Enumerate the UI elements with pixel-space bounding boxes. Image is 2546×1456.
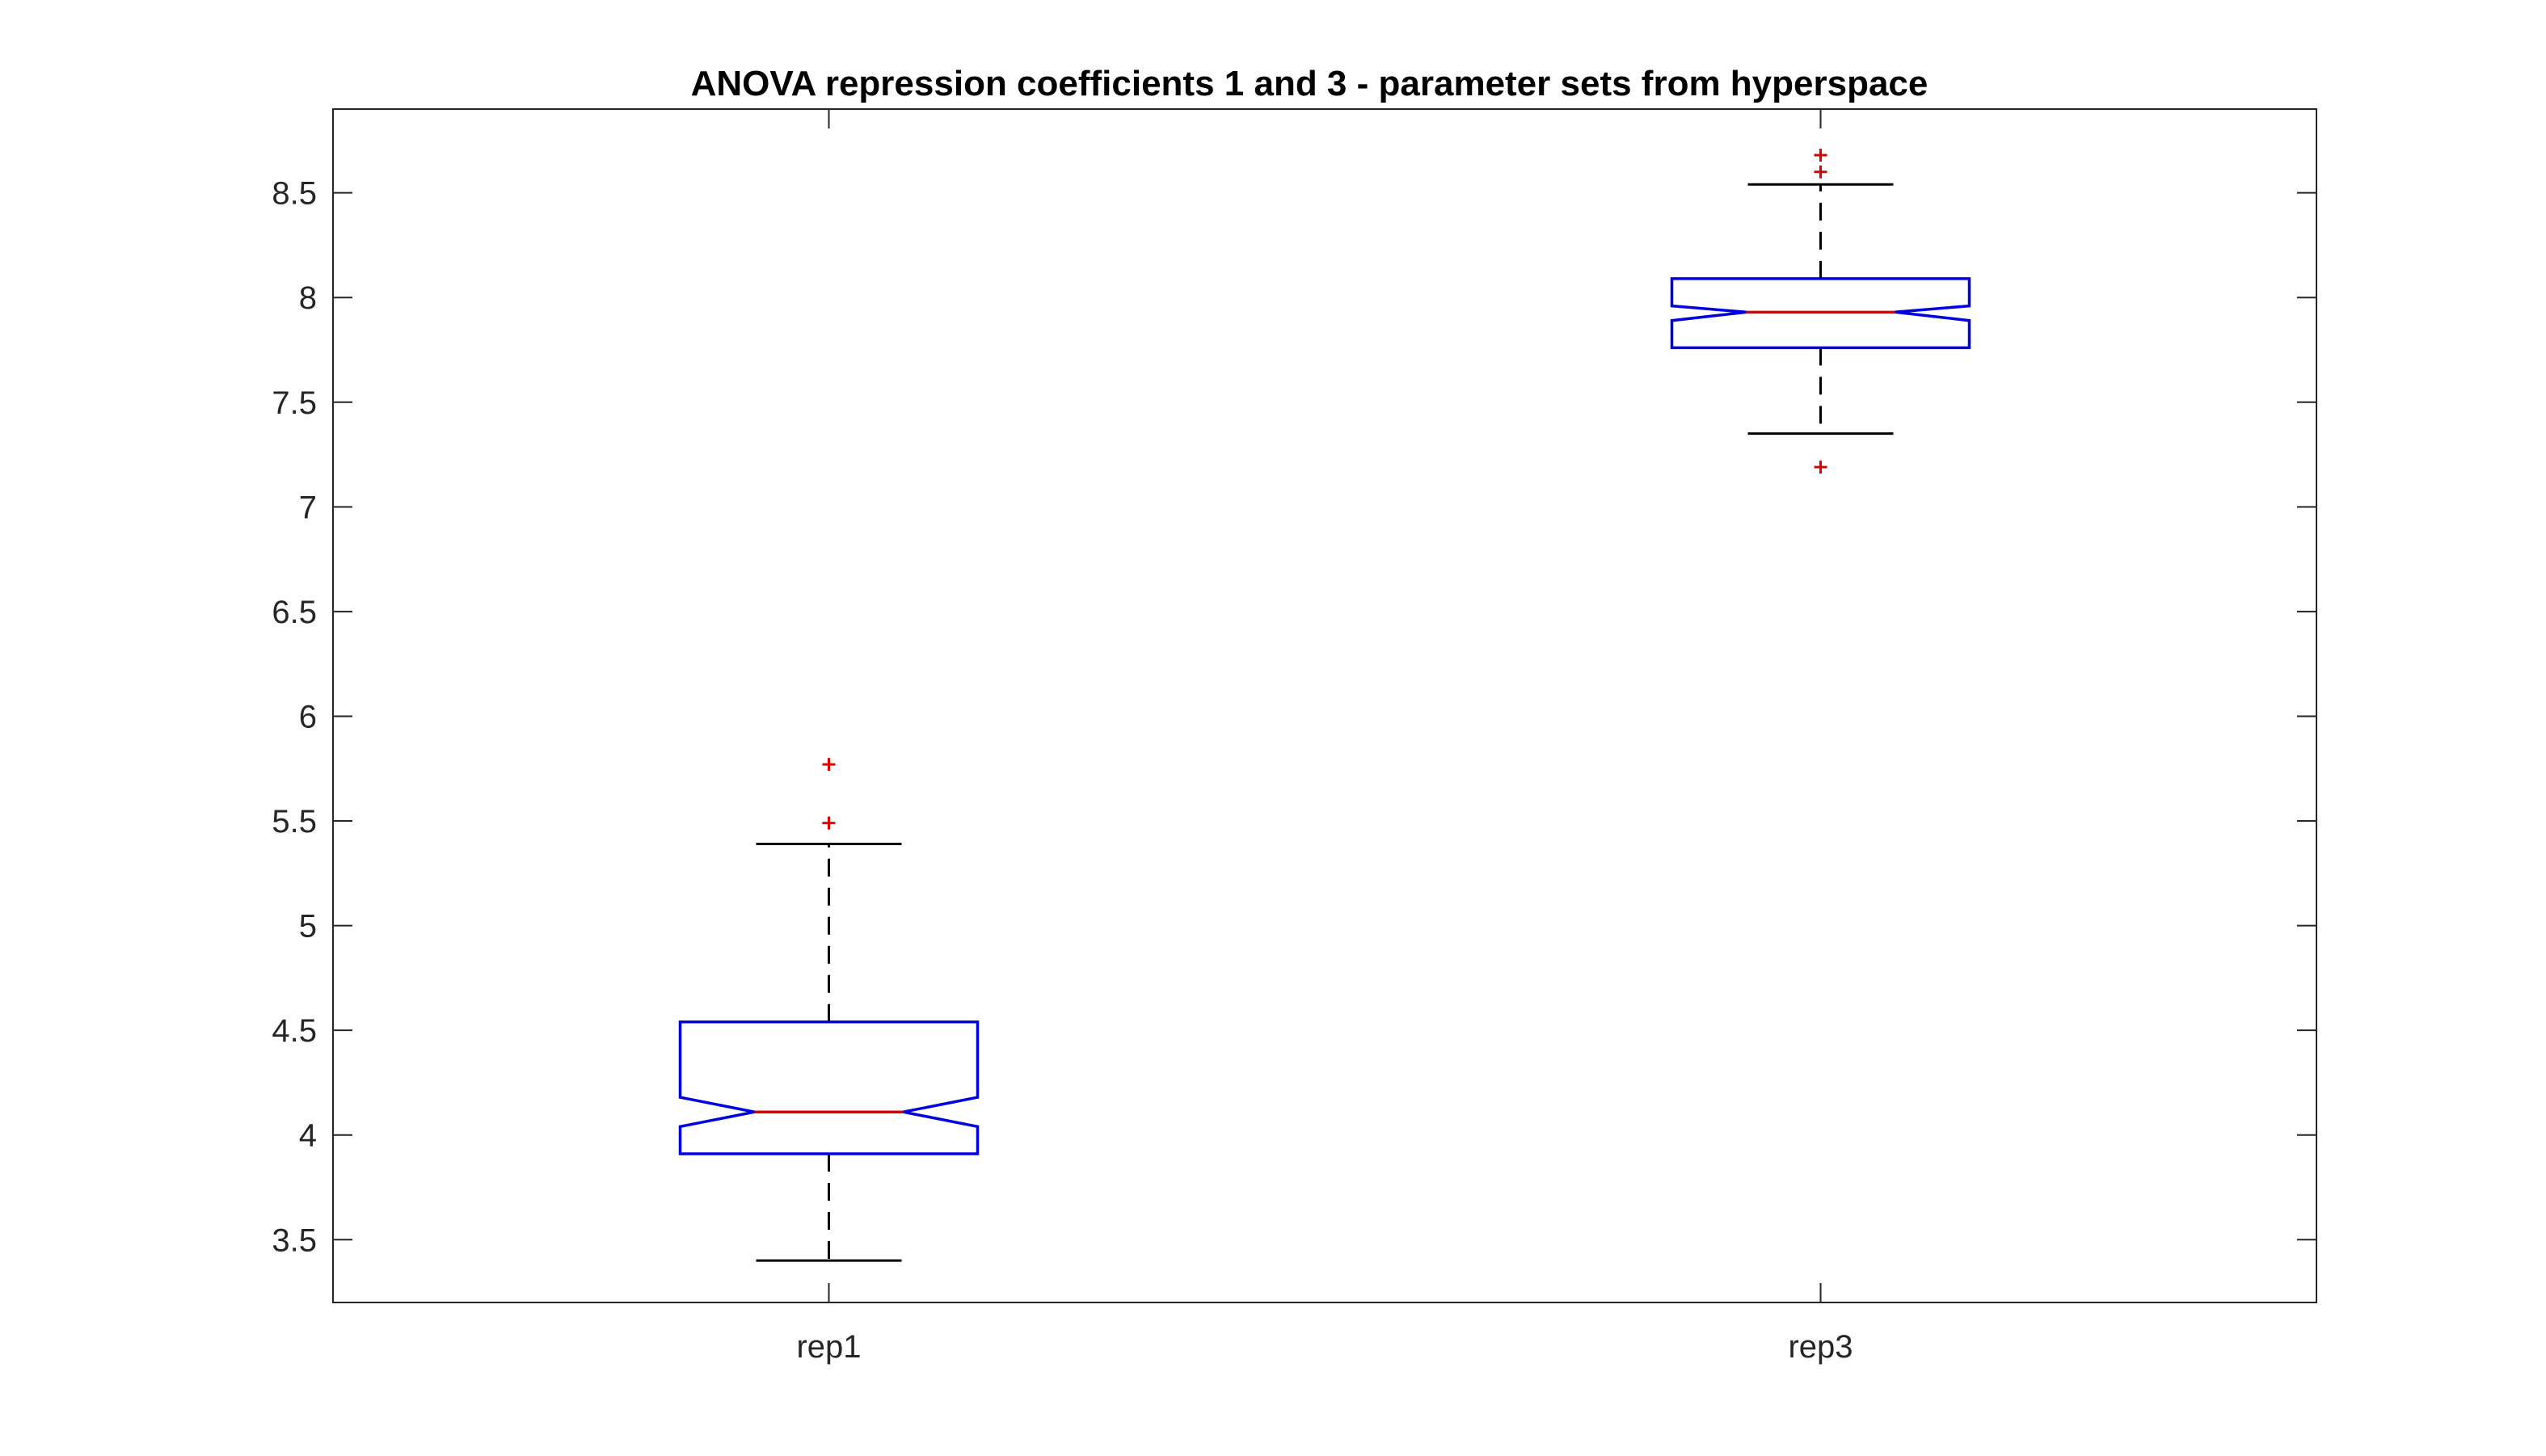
box-rep1	[678, 758, 980, 1262]
outlier-point	[1814, 461, 1827, 474]
outlier-point	[822, 816, 836, 830]
axes: 3.5 4 4.5 5 5.5 6 6.5 7 7.5 8 8.5 rep1 rep3	[272, 108, 2317, 1365]
y-tick-label: 7	[299, 490, 317, 525]
boxes	[678, 149, 1971, 1262]
outlier-point	[822, 758, 836, 772]
y-tick-label: 5	[299, 909, 317, 945]
y-tick-label: 8	[299, 280, 317, 316]
y-tick-label: 8.5	[272, 176, 317, 212]
x-tick-label-rep3: rep3	[1788, 1329, 1853, 1365]
y-tick-label: 5.5	[272, 804, 317, 840]
y-tick-label: 3.5	[272, 1222, 317, 1258]
y-tick-label: 4	[299, 1118, 317, 1154]
y-tick-label: 4.5	[272, 1013, 317, 1049]
y-tick-label: 6.5	[272, 595, 317, 630]
outlier-point	[1814, 149, 1827, 162]
notched-box	[678, 1020, 980, 1155]
chart-title: ANOVA repression coefficients 1 and 3 - …	[691, 64, 1928, 103]
outlier-point	[1814, 165, 1827, 179]
x-tick-label-rep1: rep1	[796, 1329, 861, 1365]
plot-area-frame	[332, 108, 2317, 1303]
y-tick-label: 7.5	[272, 385, 317, 421]
y-tick-label: 6	[299, 699, 317, 734]
box-rep3	[1670, 149, 1971, 474]
notched-box	[1670, 277, 1971, 350]
